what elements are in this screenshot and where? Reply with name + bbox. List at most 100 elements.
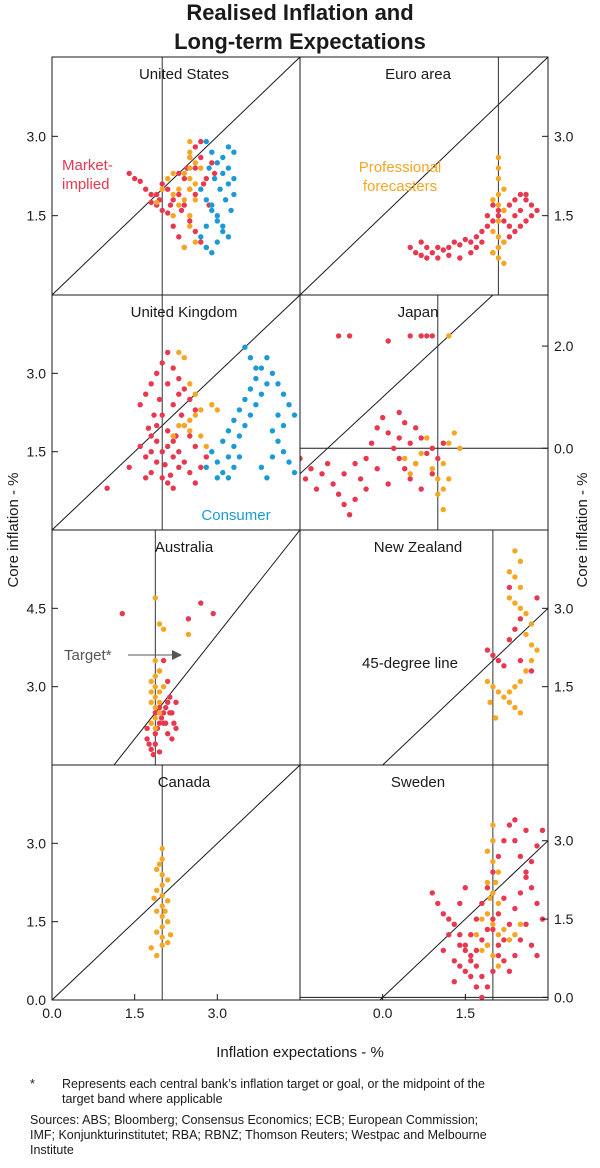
point-market — [396, 455, 402, 462]
point-market — [517, 853, 524, 860]
x-tick-label: 3.0 — [208, 1005, 228, 1021]
point-market — [192, 144, 198, 150]
point-market — [170, 402, 176, 408]
point-professional — [523, 668, 529, 674]
point-professional — [424, 435, 430, 441]
point-professional — [192, 239, 198, 245]
point-professional — [495, 255, 502, 261]
point-professional — [152, 704, 158, 711]
point-consumer — [209, 202, 215, 208]
point-market — [484, 647, 491, 653]
point-professional — [484, 879, 491, 886]
point-market — [132, 175, 138, 182]
point-market — [165, 349, 171, 356]
point-professional — [165, 877, 171, 883]
point-market — [148, 199, 154, 206]
point-market — [490, 916, 496, 922]
points-group — [300, 333, 463, 518]
point-professional — [156, 689, 163, 695]
point-market — [506, 202, 513, 208]
point-professional — [160, 684, 167, 690]
point-market — [396, 435, 402, 441]
point-professional — [429, 466, 435, 472]
point-market — [143, 475, 149, 481]
point-consumer — [214, 459, 220, 465]
point-market — [178, 412, 185, 418]
point-market — [198, 464, 204, 470]
point-professional — [495, 175, 502, 182]
point-market — [512, 228, 518, 235]
point-consumer — [280, 391, 287, 397]
point-consumer — [231, 417, 237, 423]
point-professional — [512, 704, 518, 711]
point-consumer — [214, 218, 220, 224]
point-market — [159, 412, 165, 418]
point-professional — [440, 506, 446, 513]
point-market — [176, 391, 182, 397]
points-group — [119, 595, 216, 758]
point-consumer — [214, 160, 220, 166]
point-professional — [214, 407, 220, 413]
point-professional — [156, 699, 163, 705]
point-market — [170, 365, 176, 371]
point-market — [413, 425, 419, 431]
y-tick-label: 3.0 — [554, 833, 574, 849]
point-market — [203, 454, 209, 460]
point-professional — [154, 199, 160, 206]
point-market — [468, 250, 474, 256]
points-group — [148, 845, 174, 959]
panel-uk: United Kingdom 1.5 3.0 Consumer — [27, 294, 301, 531]
point-professional — [152, 694, 158, 700]
point-consumer — [222, 197, 229, 203]
point-market — [150, 751, 156, 758]
annotation-consumer: Consumer — [201, 507, 270, 524]
y-axis-label-right: Core inflation - % — [574, 472, 591, 587]
line-45-degree — [52, 295, 300, 530]
point-consumer — [225, 165, 232, 171]
point-market — [479, 973, 485, 980]
point-professional — [187, 428, 193, 434]
point-consumer — [264, 381, 270, 387]
point-consumer — [291, 469, 298, 476]
point-market — [144, 736, 150, 742]
point-market — [424, 450, 430, 457]
y-tick-label: 1.5 — [554, 911, 574, 927]
point-professional — [154, 952, 160, 959]
point-market — [152, 731, 158, 737]
point-professional — [165, 175, 171, 182]
panel-au: Australia 3.0 4.5 Target* — [27, 529, 301, 766]
point-market — [148, 433, 154, 439]
point-professional — [162, 908, 168, 914]
point-market — [165, 699, 171, 705]
point-market — [396, 409, 402, 416]
point-market — [473, 244, 480, 251]
point-market — [490, 869, 496, 875]
point-professional — [176, 349, 182, 356]
point-market — [534, 952, 540, 959]
point-professional — [165, 939, 171, 946]
point-market — [170, 197, 176, 203]
point-market — [435, 455, 441, 462]
chart-title-line-1: Realised Inflation and — [186, 0, 413, 25]
point-market — [418, 435, 424, 441]
panel-title: Australia — [155, 539, 214, 556]
point-market — [534, 843, 540, 849]
point-market — [517, 616, 524, 622]
x-tick-label: 0.0 — [373, 1005, 393, 1021]
point-consumer — [220, 228, 226, 235]
point-professional — [517, 678, 524, 685]
point-market — [137, 402, 143, 408]
point-professional — [154, 929, 160, 935]
point-consumer — [275, 438, 281, 444]
point-market — [473, 984, 480, 990]
panel-title: New Zealand — [374, 539, 462, 556]
point-consumer — [286, 402, 292, 408]
line-45-degree — [52, 765, 300, 1000]
point-market — [181, 175, 187, 182]
point-professional — [495, 154, 502, 161]
point-market — [209, 160, 215, 166]
point-market — [154, 370, 160, 376]
point-consumer — [209, 207, 215, 214]
point-market — [517, 207, 524, 214]
point-professional — [490, 197, 496, 203]
